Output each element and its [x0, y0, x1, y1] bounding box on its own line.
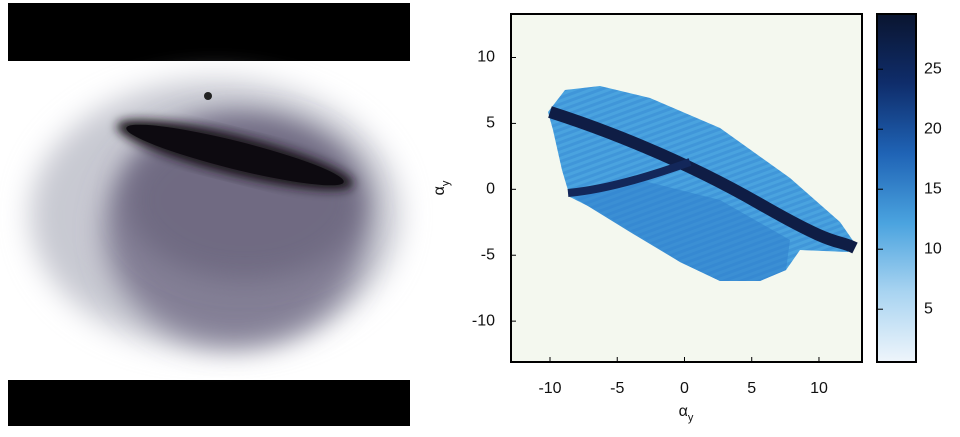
colorbar-tick-label: 15 [924, 180, 942, 197]
colorbar-tick-label: 20 [924, 120, 942, 137]
x-tick-label: 0 [680, 380, 689, 397]
y-tick-label: 5 [486, 115, 495, 132]
y-tick-label: 0 [486, 181, 495, 198]
y-label-sub: y [440, 180, 452, 186]
y-label-base: α [431, 186, 448, 195]
x-tick-label: -10 [538, 380, 561, 397]
colorbar-tick-label: 10 [924, 240, 942, 257]
colorbar-tick-label: 5 [924, 300, 933, 317]
y-axis-label: αy [431, 180, 452, 195]
y-tick-label: 10 [477, 49, 495, 66]
y-tick-label: -10 [472, 312, 495, 329]
x-label-sub: y [688, 412, 694, 424]
x-tick-label: -5 [610, 380, 624, 397]
y-tick-label: -5 [481, 246, 495, 263]
x-label-base: α [679, 403, 688, 420]
colorbar [877, 14, 916, 362]
photo [8, 3, 410, 426]
x-tick-label: 10 [810, 380, 828, 397]
x-tick-label: 5 [747, 380, 756, 397]
x-axis-label: αy [679, 403, 694, 424]
figure: αy αy -10-50510-10-50510510152025 [0, 0, 960, 432]
colorbar-tick-label: 25 [924, 60, 942, 77]
